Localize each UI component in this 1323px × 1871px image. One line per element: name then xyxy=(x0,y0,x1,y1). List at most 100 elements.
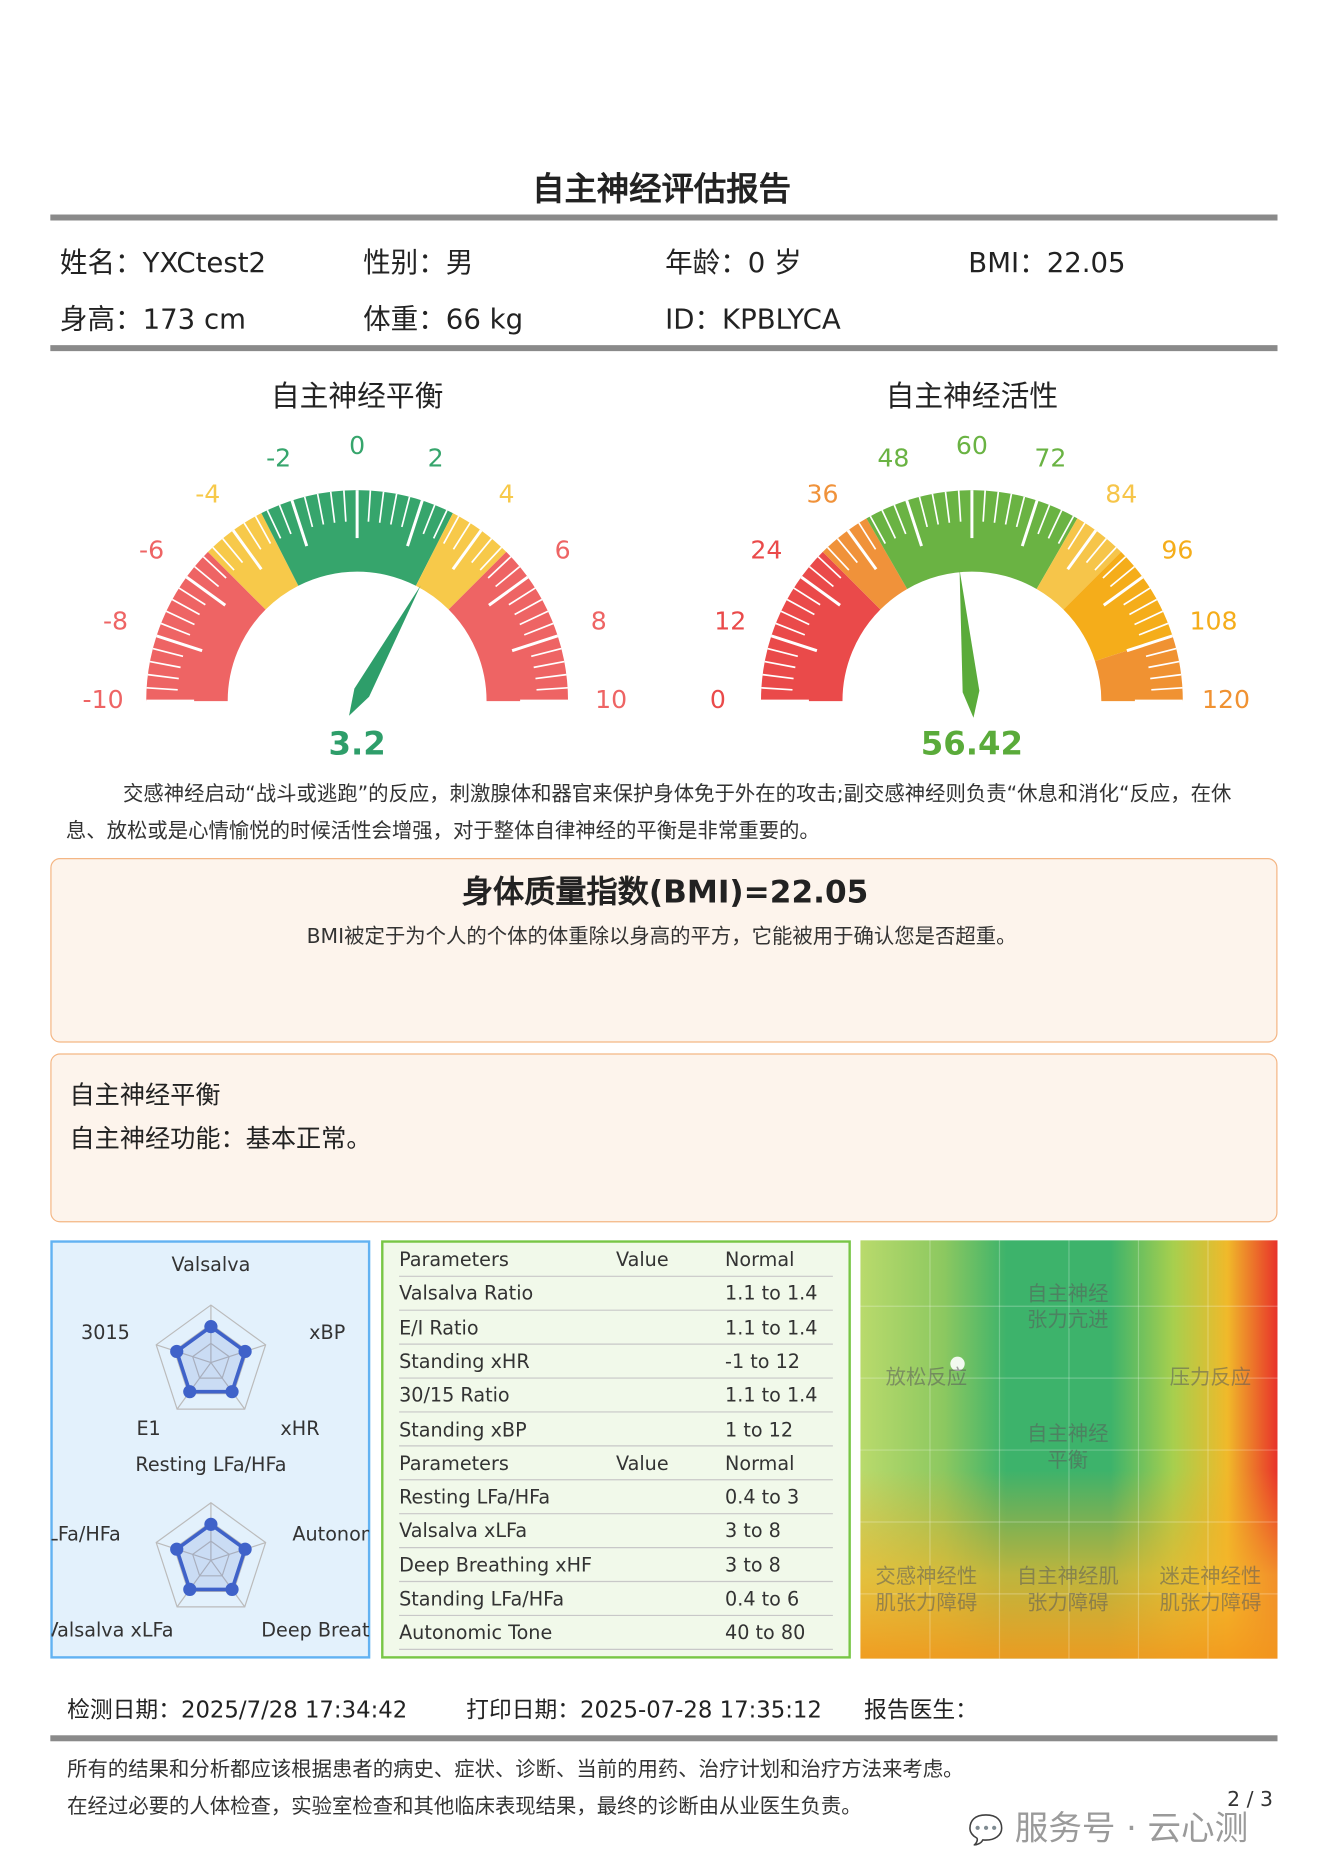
gauge-minor-tick xyxy=(1123,587,1151,606)
conclusion-line: 自主神经平衡 xyxy=(69,1080,221,1110)
gauge-minor-tick xyxy=(1150,673,1182,680)
gauge-minor-tick xyxy=(278,504,292,535)
gauge-minor-tick xyxy=(893,504,907,535)
gauge-major-tick xyxy=(1126,634,1173,653)
gauge-minor-tick xyxy=(1148,660,1180,669)
radar-labels: Valsalva xBP xHR E1 3015 Resting LFa/HFa Auton… xyxy=(52,1242,370,1658)
gauge-minor-tick xyxy=(1145,647,1177,658)
gauge-minor-tick xyxy=(432,509,448,539)
radar-label: Valsalva xLFa xyxy=(51,1618,174,1642)
gauge-minor-tick xyxy=(1037,504,1051,535)
table-panel xyxy=(381,1240,851,1659)
gauge-tick-label: 0 xyxy=(349,431,365,460)
heatmap-label: 放松反应 xyxy=(885,1366,968,1391)
table-header: Parameters xyxy=(399,1451,509,1475)
heatmap-label: 自主神经肌张力障碍 xyxy=(1016,1565,1119,1616)
gauge-minor-tick xyxy=(826,546,850,571)
gauge-minor-tick xyxy=(442,515,460,544)
gauge-zone xyxy=(146,551,266,702)
gauge-tick-label: 60 xyxy=(956,431,988,460)
page-number: 2 / 3 xyxy=(1227,1788,1273,1812)
gauge-minor-tick xyxy=(152,647,184,658)
radar-dot xyxy=(238,1542,252,1556)
gauge-major-tick xyxy=(156,634,203,653)
table-cell: Standing xBP xyxy=(399,1417,527,1441)
gauge-minor-tick xyxy=(508,587,536,606)
print-date: 打印日期：2025-07-28 17:35:12 xyxy=(466,1696,822,1724)
heatmap-grid xyxy=(860,1240,1278,1659)
patient-field: 性别：男 xyxy=(363,248,474,280)
radar-spoke xyxy=(210,1362,246,1410)
gauge-value: 3.2 xyxy=(328,724,385,762)
table-header: Normal xyxy=(725,1451,795,1475)
gauge-minor-tick xyxy=(1047,509,1063,539)
heatmap-label: 自主神经张力亢进 xyxy=(1027,1282,1109,1333)
gauge-major-tick xyxy=(800,575,841,607)
gauge-minor-tick xyxy=(780,610,810,626)
gauge-major-tick xyxy=(451,529,483,571)
gauge-minor-tick xyxy=(1134,610,1164,626)
rule xyxy=(50,1735,1278,1742)
gauge-minor-tick xyxy=(178,587,206,606)
watermark: 💬 服务号 · 云心测 xyxy=(968,1808,1249,1848)
gauge-minor-tick xyxy=(329,491,336,523)
patient-field: 姓名：YXCtest2 xyxy=(59,248,267,280)
note: 在经过必要的人体检查，实验室检查和其他临床表现结果，最终的诊断由从业医生负责。 xyxy=(67,1795,862,1820)
radar-label: Resting LFa/HFa xyxy=(135,1453,287,1476)
gauge-tick-label: 36 xyxy=(807,480,839,509)
table-cell: 1.1 to 1.4 xyxy=(725,1383,818,1407)
gauge-tick-label: 96 xyxy=(1161,536,1193,565)
radar-label: Autonomic Tone xyxy=(292,1522,369,1546)
gauge-minor-tick xyxy=(243,522,262,550)
gauge-minor-tick xyxy=(931,493,940,525)
radar-dot xyxy=(170,1344,184,1359)
gauge-major-tick xyxy=(185,575,227,607)
gauge-minor-tick xyxy=(471,538,493,564)
radar-shape xyxy=(174,1324,248,1394)
gauge-minor-tick xyxy=(367,490,372,522)
radar-dot xyxy=(183,1385,197,1399)
gauge-value: 56.42 xyxy=(921,724,1023,762)
table-cell: 0.4 to 6 xyxy=(725,1587,800,1611)
table-cell: Autonomic Tone xyxy=(399,1621,553,1644)
gauge-minor-tick xyxy=(869,515,887,544)
gauge-tick-label: -4 xyxy=(195,480,220,509)
gauge-minor-tick xyxy=(531,647,562,658)
gauge-minor-tick xyxy=(401,496,411,528)
gauge-minor-tick xyxy=(786,598,815,616)
gauge-minor-tick xyxy=(762,673,794,680)
gauge-tick-label: 6 xyxy=(555,536,571,565)
table-cell: E/I Ratio xyxy=(399,1315,479,1339)
gauge-minor-tick xyxy=(944,491,951,523)
gauge-minor-tick xyxy=(764,660,796,669)
gauge-minor-tick xyxy=(149,660,181,669)
gauge-needle xyxy=(959,569,980,718)
patient-field: BMI：22.05 xyxy=(968,248,1126,280)
gauge-minor-tick xyxy=(918,496,929,528)
heatmap-label: 自主神经平衡 xyxy=(1027,1422,1109,1473)
radar-label: Deep Breathing xHF xyxy=(261,1618,370,1642)
gauge-zone xyxy=(448,551,569,702)
patient-field: 身高：173 cm xyxy=(59,304,246,336)
report-title: 自主神经评估报告 xyxy=(532,171,791,209)
gauge-major-tick xyxy=(290,500,309,547)
gauge-minor-tick xyxy=(1109,565,1135,588)
gauge-minor-tick xyxy=(858,522,877,550)
radar-spoke xyxy=(210,1541,266,1561)
table-cell: 30/15 Ratio xyxy=(399,1383,510,1407)
gauge-minor-tick xyxy=(1138,622,1169,636)
table-cell: 1.1 to 1.4 xyxy=(725,1282,818,1305)
radar-label: 3015 xyxy=(81,1321,130,1345)
gauge-minor-tick xyxy=(389,493,398,525)
patient-field: 年龄：0 岁 xyxy=(665,248,802,280)
gauge-tick-label: 72 xyxy=(1034,443,1066,472)
table-cell: Standing LFa/HFa xyxy=(399,1587,565,1611)
radar-dot xyxy=(204,1517,218,1531)
gauge-minor-tick xyxy=(957,490,962,522)
patient-field: ID：KPBLYCA xyxy=(665,304,841,336)
table-cell: -1 to 12 xyxy=(725,1349,800,1373)
gauge-needle xyxy=(349,585,421,716)
gauge-minor-tick xyxy=(1094,546,1117,571)
radar-spoke xyxy=(210,1344,266,1364)
rule xyxy=(50,214,1278,221)
